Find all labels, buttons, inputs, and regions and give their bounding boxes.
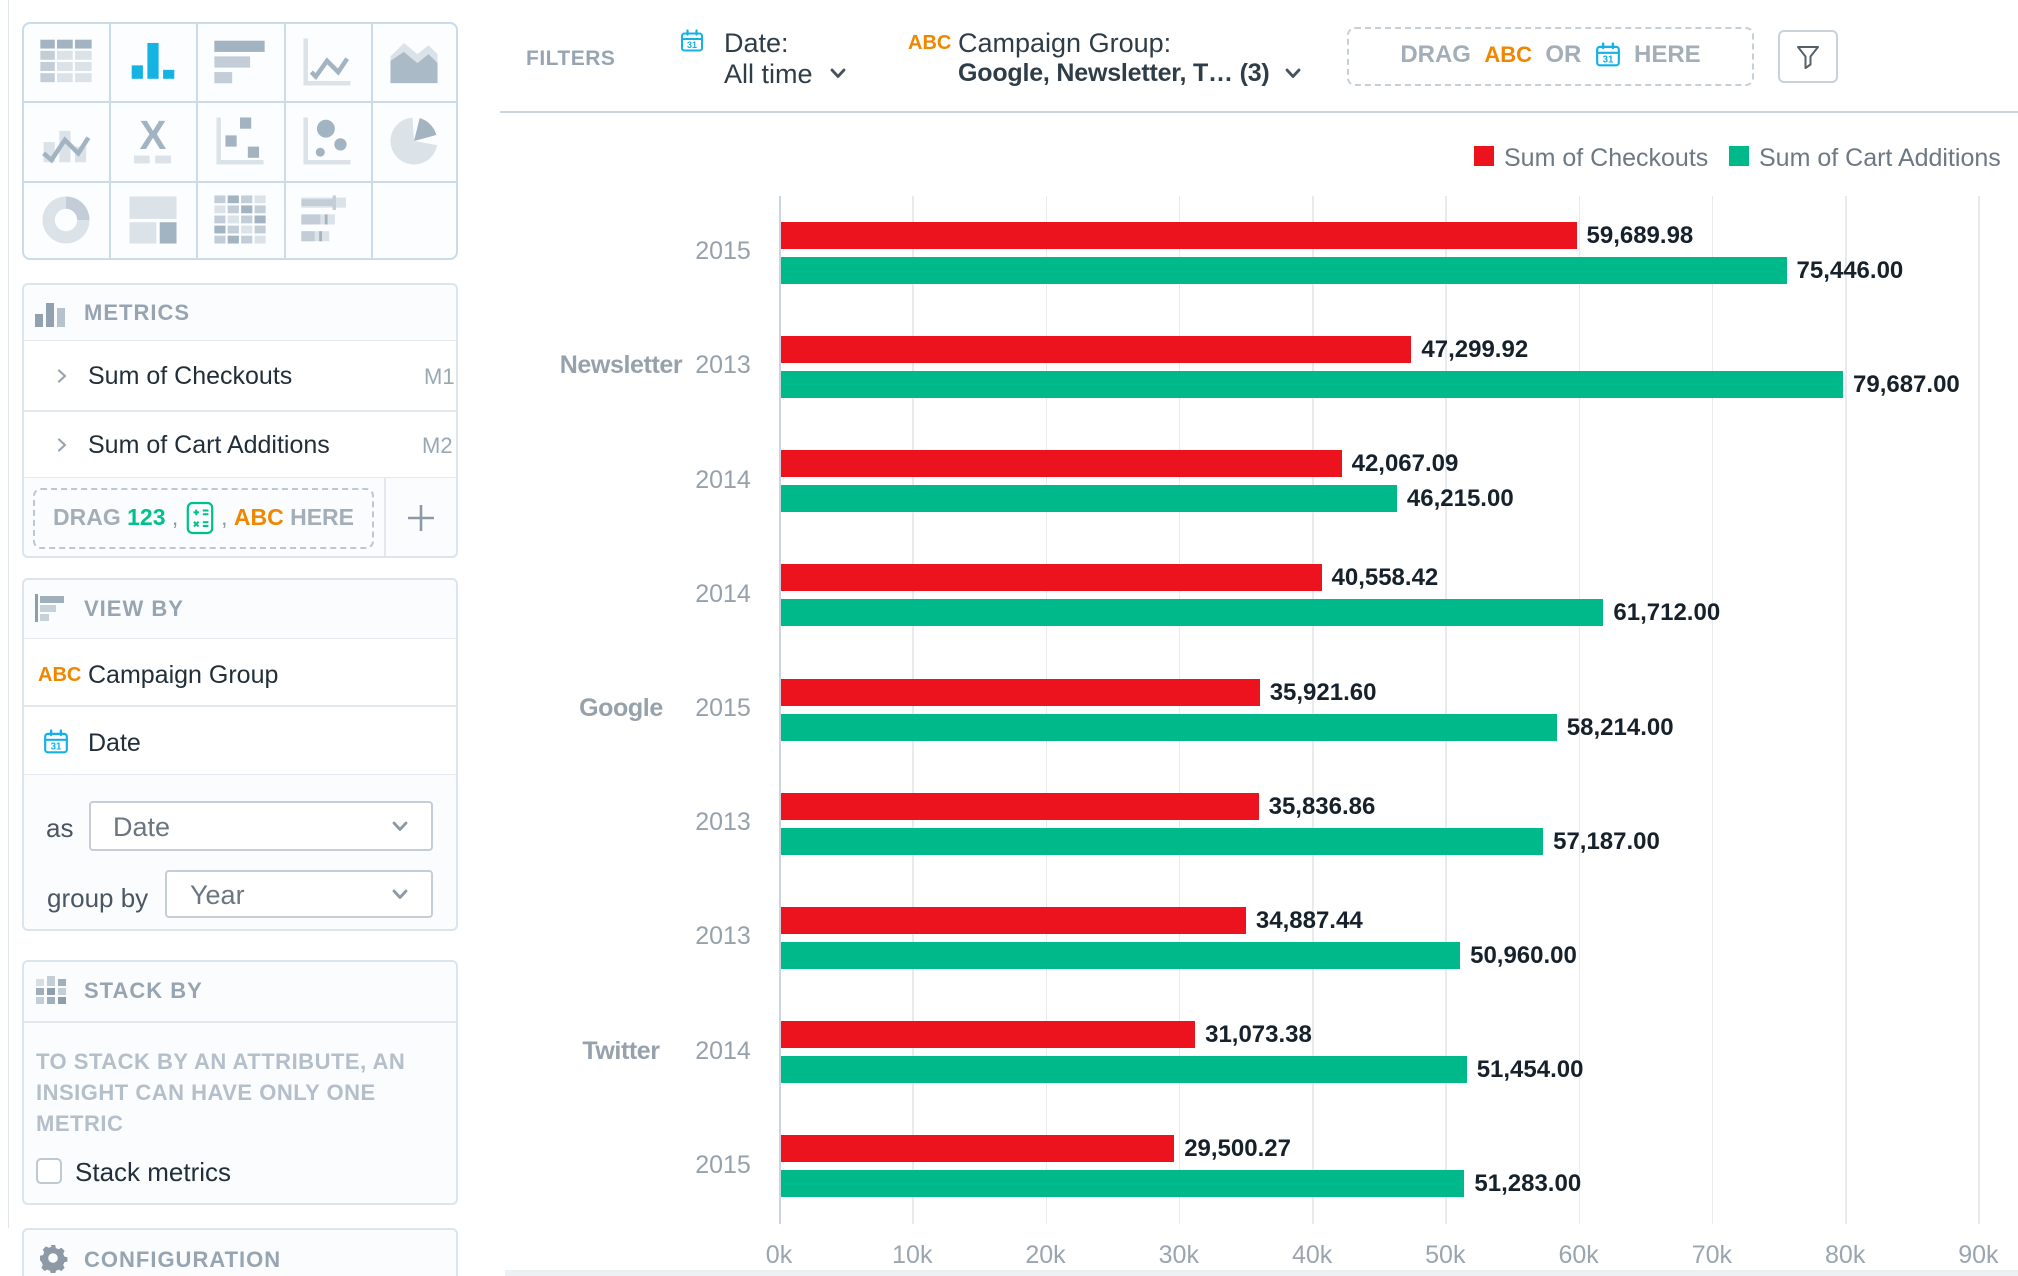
svg-text:31: 31 xyxy=(687,40,697,50)
svg-text:31: 31 xyxy=(1602,54,1613,65)
svg-text:X: X xyxy=(139,115,166,158)
svg-text:31: 31 xyxy=(51,742,62,753)
